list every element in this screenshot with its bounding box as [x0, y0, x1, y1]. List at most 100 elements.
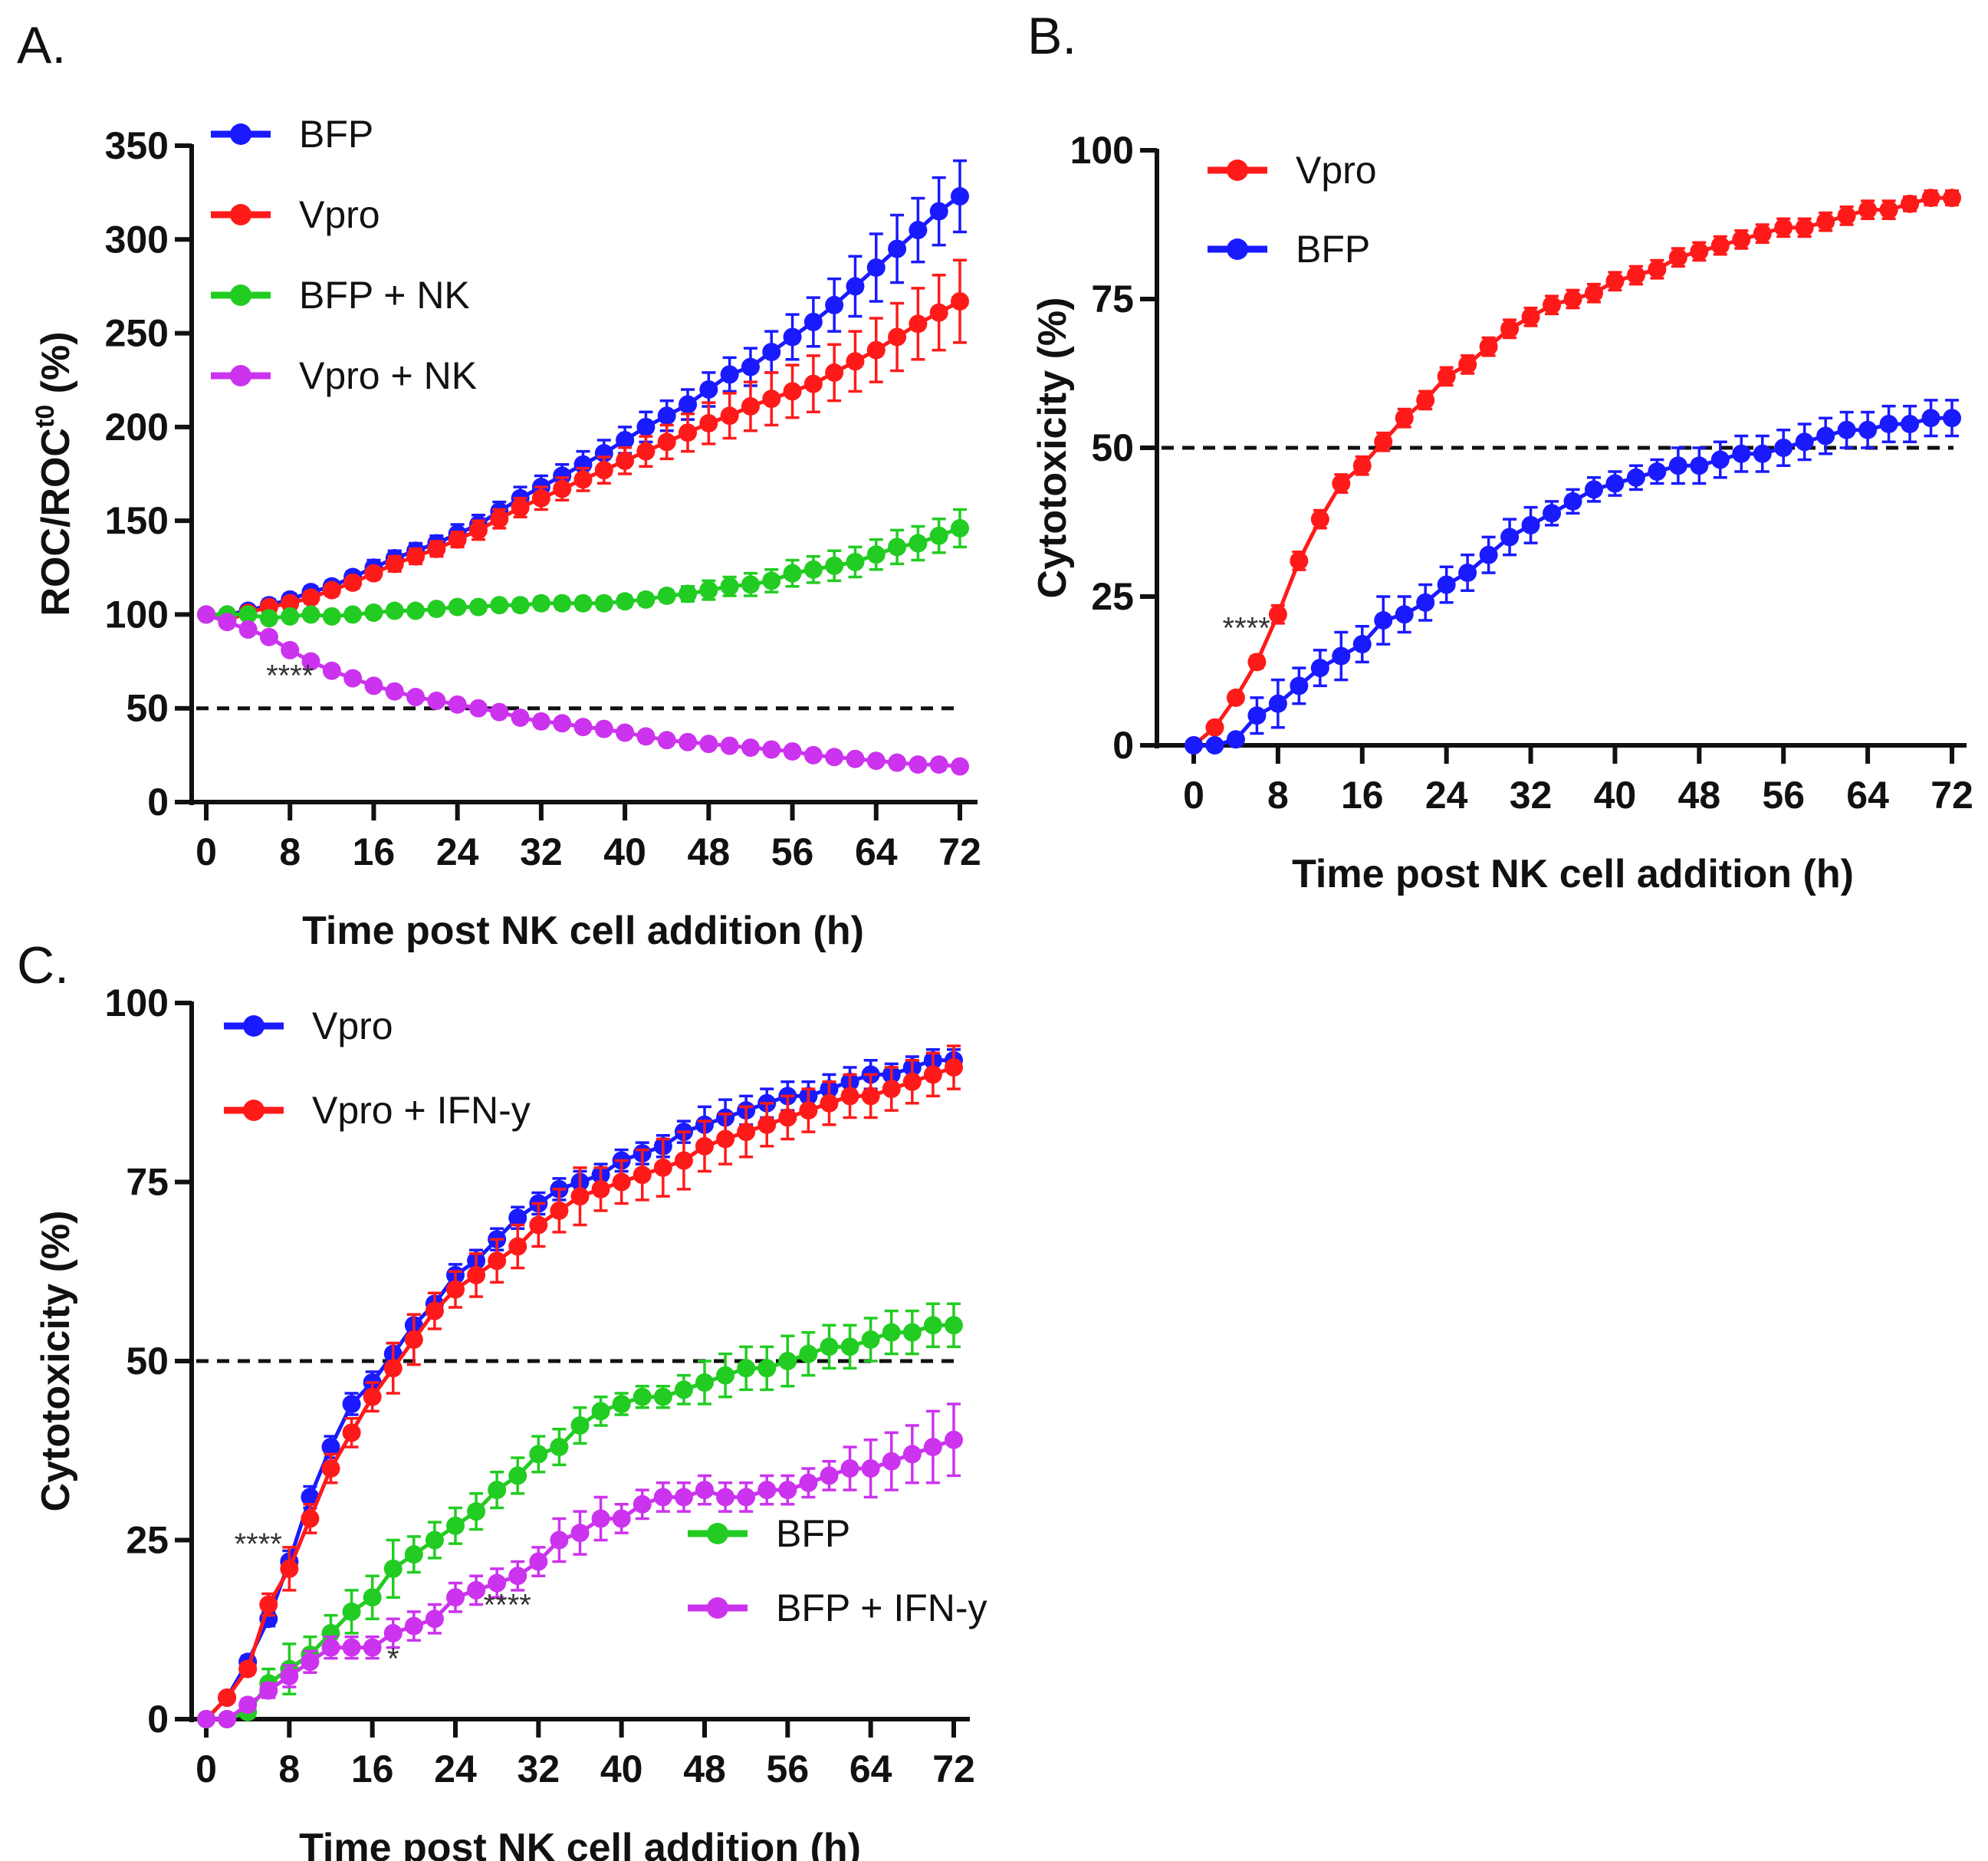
data-point — [846, 552, 865, 571]
x-tick-label: 16 — [1341, 774, 1384, 817]
data-point — [825, 295, 844, 314]
legend-item: BFP + IFN-y — [688, 1586, 987, 1629]
data-point — [427, 691, 446, 710]
data-point — [1332, 646, 1351, 666]
data-point — [866, 545, 886, 564]
data-point — [1753, 444, 1772, 463]
data-point — [343, 669, 363, 688]
data-point — [529, 1445, 548, 1464]
data-point — [803, 312, 823, 331]
data-point — [888, 327, 907, 347]
data-point — [425, 1531, 444, 1550]
data-point — [446, 1280, 465, 1299]
x-axis-label: Time post NK cell addition (h) — [1292, 852, 1854, 896]
legend-swatch-marker — [243, 1015, 265, 1037]
data-point — [803, 560, 823, 579]
data-point — [653, 1158, 672, 1177]
data-point — [923, 1065, 942, 1084]
data-point — [1500, 319, 1520, 338]
data-point — [741, 357, 760, 376]
data-point — [820, 1466, 839, 1485]
y-tick-label: 75 — [1091, 278, 1134, 321]
data-point — [902, 1445, 922, 1464]
x-tick-label: 64 — [849, 1748, 892, 1790]
series-line — [206, 195, 961, 616]
data-point — [636, 727, 656, 746]
data-point — [321, 1638, 340, 1657]
data-point — [321, 1459, 340, 1478]
data-point — [1437, 367, 1456, 386]
data-point — [699, 413, 718, 432]
data-point — [799, 1473, 818, 1492]
data-point — [1584, 480, 1603, 499]
data-point — [741, 396, 760, 416]
panel-a: A. 0 50 100 150 200 250 300 350 0 8 16 24 32 40 48 56 64 7… — [17, 16, 981, 953]
data-point — [762, 390, 781, 409]
data-point — [529, 1215, 548, 1235]
legend-item: BFP — [1208, 228, 1370, 271]
data-point — [238, 620, 258, 639]
significance-annotation: * — [387, 1642, 399, 1676]
data-point — [591, 1402, 610, 1421]
x-tick-label: 24 — [434, 1748, 477, 1790]
data-point — [363, 1387, 382, 1406]
data-point — [699, 735, 718, 754]
data-point — [846, 749, 865, 768]
x-tick-label: 40 — [1594, 774, 1637, 817]
data-point — [550, 1438, 569, 1457]
y-axis-label-main: ROC/ROC — [34, 428, 78, 616]
data-point — [385, 601, 404, 620]
data-point — [281, 593, 300, 613]
legend-item: Vpro + NK — [211, 354, 477, 397]
data-point — [448, 530, 467, 549]
data-point — [511, 708, 530, 727]
data-point — [1332, 474, 1351, 493]
data-point — [803, 374, 823, 393]
data-point — [197, 1710, 215, 1728]
legend-swatch-marker — [230, 204, 251, 225]
data-point — [404, 1330, 423, 1349]
data-point — [679, 395, 698, 414]
data-point — [695, 1373, 714, 1392]
data-point — [301, 605, 320, 624]
data-point — [1605, 474, 1625, 493]
data-point — [1795, 218, 1814, 237]
data-point — [322, 607, 341, 626]
data-point — [825, 363, 844, 382]
data-point — [363, 1588, 382, 1607]
legend-item: BFP — [688, 1512, 850, 1555]
data-point — [909, 534, 928, 553]
data-point — [343, 573, 363, 592]
data-point — [1879, 414, 1898, 433]
x-tick-label: 8 — [279, 830, 301, 873]
data-point — [1626, 265, 1645, 284]
data-point — [1563, 492, 1582, 511]
data-point — [1563, 290, 1582, 308]
data-point — [902, 1072, 922, 1091]
data-point — [1943, 409, 1961, 428]
data-point — [888, 538, 907, 557]
data-point — [840, 1337, 859, 1356]
x-tick-label: 32 — [520, 830, 563, 873]
data-point — [1458, 563, 1477, 582]
data-point — [737, 1123, 756, 1142]
data-point — [1226, 730, 1245, 749]
data-point — [679, 732, 698, 751]
x-tick-label: 24 — [1425, 774, 1468, 817]
data-point — [633, 1166, 652, 1185]
data-point — [404, 1616, 423, 1636]
series-bfp-nk — [197, 508, 969, 628]
data-point — [1374, 611, 1393, 630]
x-tick-label: 48 — [1678, 774, 1721, 817]
y-tick-label: 50 — [126, 1340, 169, 1383]
data-point — [259, 609, 278, 628]
significance-annotation: **** — [1223, 611, 1270, 645]
x-tick-label: 56 — [767, 1748, 810, 1790]
data-point — [757, 1115, 777, 1134]
data-point — [1437, 575, 1456, 594]
data-point — [757, 1481, 777, 1500]
data-point — [861, 1459, 880, 1478]
data-point — [446, 1588, 465, 1607]
data-point — [803, 745, 823, 764]
y-axis-label: Cytotoxicity (%) — [1030, 298, 1075, 599]
